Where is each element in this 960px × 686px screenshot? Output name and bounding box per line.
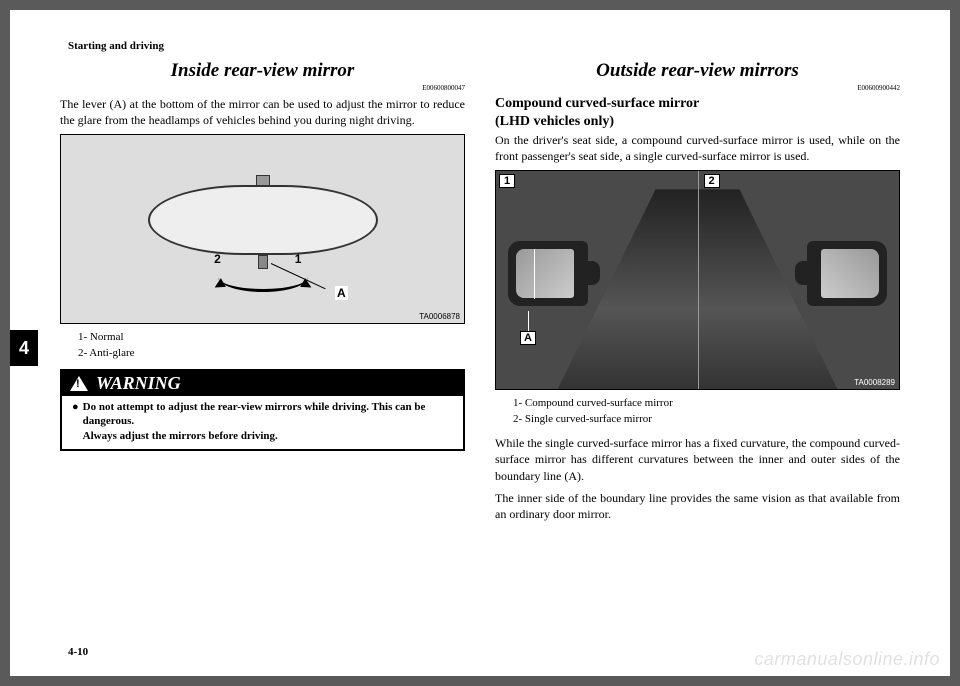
boundary-line-a (534, 249, 535, 299)
mirror-body-shape (148, 185, 378, 255)
pointer-line-a (528, 311, 529, 331)
section-title-outside-mirrors: Outside rear-view mirrors (495, 60, 900, 82)
chapter-tab: 4 (10, 330, 38, 366)
doc-code: E00600900442 (495, 84, 900, 92)
section-title-inside-mirror: Inside rear-view mirror (60, 60, 465, 82)
warning-triangle-icon (70, 376, 88, 391)
legend-item-1: 1- Compound curved-surface mirror (513, 396, 900, 411)
mirror-arm-shape (582, 261, 600, 285)
center-divider (698, 171, 699, 389)
subheading-lhd: (LHD vehicles only) (495, 114, 900, 130)
legend-item-1: 1- Normal (78, 330, 465, 345)
intro-text: The lever (A) at the bottom of the mirro… (60, 96, 465, 128)
figure-label-a: A (520, 331, 536, 345)
doc-code: E00600800047 (60, 84, 465, 92)
content-columns: Inside rear-view mirror E00600800047 The… (60, 60, 900, 656)
warning-text: Do not attempt to adjust the rear-view m… (83, 400, 453, 443)
arrow-left-icon (212, 278, 226, 292)
mirror-glass-shape (821, 249, 879, 298)
chapter-heading: Starting and driving (60, 40, 900, 52)
figure-label-2: 2 (214, 252, 221, 266)
figure-inside-mirror: 1 2 A TA0006878 (60, 134, 465, 324)
figure-legend: 1- Normal 2- Anti-glare (78, 330, 465, 361)
legend-item-2: 2- Anti-glare (78, 346, 465, 361)
manual-page: 4 Starting and driving Inside rear-view … (10, 10, 950, 676)
warning-body: ● Do not attempt to adjust the rear-view… (62, 396, 463, 449)
figure-label-1: 1 (499, 174, 515, 188)
subheading-compound: Compound curved-surface mirror (495, 96, 900, 112)
warning-title: WARNING (96, 373, 181, 394)
intro-text: On the driver's seat side, a compound cu… (495, 132, 900, 164)
figure-legend: 1- Compound curved-surface mirror 2- Sin… (513, 396, 900, 427)
figure-outside-mirrors: 1 2 A TA0008289 (495, 170, 900, 390)
figure-label-2: 2 (704, 174, 720, 188)
left-side-mirror-shape (508, 241, 588, 306)
figure-code: TA0008289 (854, 378, 895, 387)
figure-label-a: A (335, 286, 348, 300)
bullet-icon: ● (72, 400, 79, 443)
legend-item-2: 2- Single curved-surface mirror (513, 412, 900, 427)
lever-arrow-arc (218, 262, 308, 292)
warning-box: WARNING ● Do not attempt to adjust the r… (60, 369, 465, 451)
warning-header: WARNING (62, 371, 463, 396)
mirror-glass-shape (516, 249, 574, 298)
watermark: carmanualsonline.info (754, 649, 940, 670)
page-number: 4-10 (68, 646, 88, 658)
left-column: Inside rear-view mirror E00600800047 The… (60, 60, 465, 656)
right-column: Outside rear-view mirrors E00600900442 C… (495, 60, 900, 656)
figure-label-1: 1 (295, 252, 302, 266)
mirror-arm-shape (795, 261, 813, 285)
paragraph-1: While the single curved-surface mirror h… (495, 435, 900, 484)
paragraph-2: The inner side of the boundary line prov… (495, 490, 900, 522)
right-side-mirror-shape (807, 241, 887, 306)
figure-code: TA0006878 (419, 312, 460, 321)
